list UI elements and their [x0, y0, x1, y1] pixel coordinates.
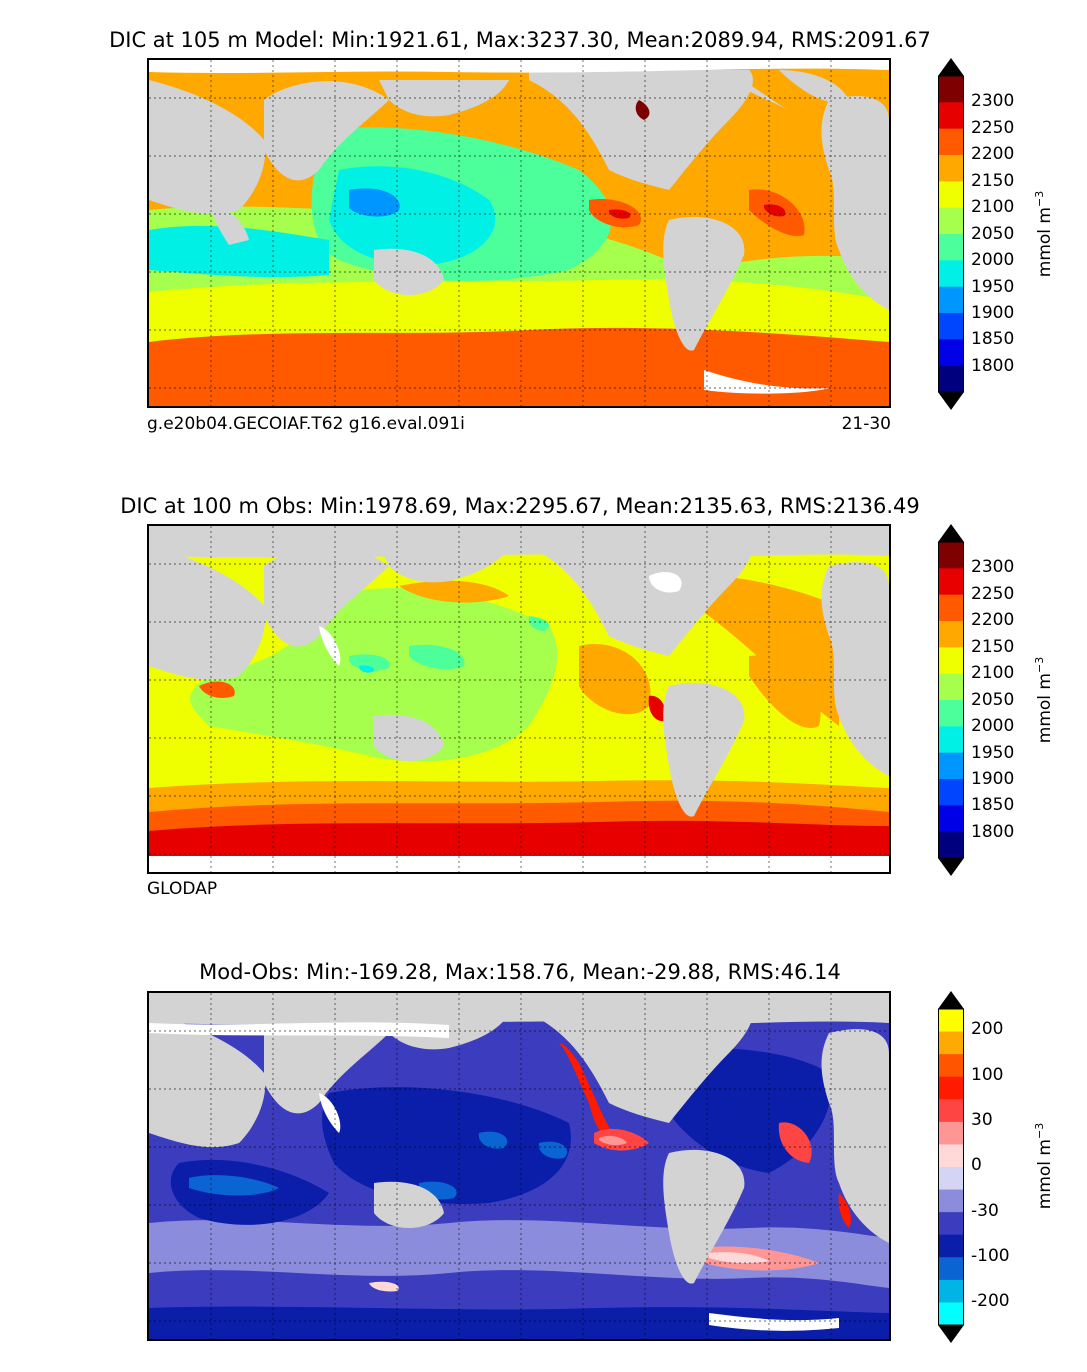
panel1-map — [147, 58, 891, 408]
panel3-tick: -100 — [971, 1246, 1010, 1266]
panel1-tick: 1950 — [971, 277, 1015, 297]
colorbar-swatch — [938, 207, 964, 235]
colorbar-swatch — [938, 1009, 964, 1033]
colorbar-swatch — [938, 1257, 964, 1281]
colorbar-swatch — [938, 286, 964, 314]
panel2-tick: 1950 — [971, 743, 1015, 763]
colorbar-swatch — [938, 1054, 964, 1078]
colorbar-swatch — [938, 1099, 964, 1123]
panel1-tick: 2000 — [971, 250, 1015, 270]
panel1-tick: 2250 — [971, 118, 1015, 138]
panel1-subtitle-right: 21-30 — [841, 414, 891, 434]
panel1-subtitle-left: g.e20b04.GECOIAF.T62 g16.eval.091i — [147, 414, 465, 434]
panel2-tick: 2150 — [971, 637, 1015, 657]
panel1-tick: 2300 — [971, 91, 1015, 111]
panel2-tick: 2250 — [971, 584, 1015, 604]
colorbar-swatch — [938, 260, 964, 288]
colorbar-frame — [938, 75, 964, 393]
colorbar-swatch — [938, 1076, 964, 1100]
panel1-colorbar — [938, 58, 964, 410]
panel3-units: mmol m−3 — [1033, 1122, 1055, 1210]
panel2-tick: 1850 — [971, 795, 1015, 815]
colorbar-swatch — [938, 673, 964, 701]
panel1-tick: 1900 — [971, 303, 1015, 323]
colorbar-extend-top — [938, 524, 964, 542]
panel2-tick: 1900 — [971, 769, 1015, 789]
panel2-tick: 2200 — [971, 610, 1015, 630]
panel2-tick: 2000 — [971, 716, 1015, 736]
panel3-tick: -30 — [971, 1201, 999, 1221]
panel1-units: mmol m−3 — [1033, 190, 1055, 278]
panel1-tick: 1850 — [971, 329, 1015, 349]
colorbar-swatch — [938, 76, 964, 103]
panel3-tick: 0 — [971, 1155, 982, 1175]
panel2-tick: 2050 — [971, 690, 1015, 710]
panel3-tick: 100 — [971, 1065, 1004, 1085]
colorbar-swatch — [938, 181, 964, 209]
colorbar-swatch — [938, 365, 964, 393]
colorbar-swatch — [938, 1302, 964, 1326]
colorbar-swatch — [938, 726, 964, 754]
colorbar-swatch — [938, 594, 964, 622]
panel2-colorbar — [938, 524, 964, 876]
colorbar-extend-bottom — [938, 858, 964, 876]
colorbar-swatch — [938, 313, 964, 340]
panel2-tick: 2100 — [971, 663, 1015, 683]
colorbar-frame — [938, 541, 964, 859]
panel3-tick: -200 — [971, 1291, 1010, 1311]
colorbar-frame — [938, 1008, 964, 1326]
panel1-tick: 2100 — [971, 197, 1015, 217]
colorbar-swatch — [938, 1279, 964, 1303]
colorbar-extend-bottom — [938, 1325, 964, 1343]
panel1-tick: 2150 — [971, 171, 1015, 191]
colorbar-swatch — [938, 128, 964, 156]
panel3-tick: 30 — [971, 1110, 993, 1130]
panel3-colorbar — [938, 991, 964, 1343]
colorbar-swatch — [938, 1212, 964, 1236]
colorbar-swatch — [938, 805, 964, 833]
colorbar-swatch — [938, 1031, 964, 1055]
panel2-title: DIC at 100 m Obs: Min:1978.69, Max:2295.… — [120, 494, 920, 518]
colorbar-swatch — [938, 1167, 964, 1191]
colorbar-swatch — [938, 568, 964, 596]
colorbar-extend-top — [938, 991, 964, 1009]
colorbar-swatch — [938, 234, 964, 261]
panel2-units: mmol m−3 — [1033, 656, 1055, 744]
colorbar-swatch — [938, 542, 964, 569]
colorbar-extend-top — [938, 58, 964, 76]
colorbar-swatch — [938, 1144, 964, 1168]
panel2-tick: 2300 — [971, 557, 1015, 577]
panel2-tick: 1800 — [971, 822, 1015, 842]
colorbar-swatch — [938, 621, 964, 648]
panel1-tick: 2050 — [971, 224, 1015, 244]
panel1-title: DIC at 105 m Model: Min:1921.61, Max:323… — [109, 28, 931, 52]
colorbar-swatch — [938, 102, 964, 130]
colorbar-swatch — [938, 1121, 964, 1145]
panel1-tick: 1800 — [971, 356, 1015, 376]
panel1-tick: 2200 — [971, 144, 1015, 164]
panel2-subtitle-left: GLODAP — [147, 879, 218, 899]
colorbar-swatch — [938, 647, 964, 675]
colorbar-swatch — [938, 752, 964, 780]
colorbar-swatch — [938, 700, 964, 727]
colorbar-swatch — [938, 1234, 964, 1258]
panel2-map — [147, 524, 891, 874]
colorbar-swatch — [938, 1189, 964, 1213]
panel3-tick: 200 — [971, 1019, 1004, 1039]
panel3-map — [147, 991, 891, 1341]
colorbar-swatch — [938, 339, 964, 367]
colorbar-extend-bottom — [938, 392, 964, 410]
colorbar-swatch — [938, 779, 964, 806]
panel3-title: Mod-Obs: Min:-169.28, Max:158.76, Mean:-… — [199, 960, 841, 984]
colorbar-swatch — [938, 831, 964, 859]
colorbar-swatch — [938, 155, 964, 182]
